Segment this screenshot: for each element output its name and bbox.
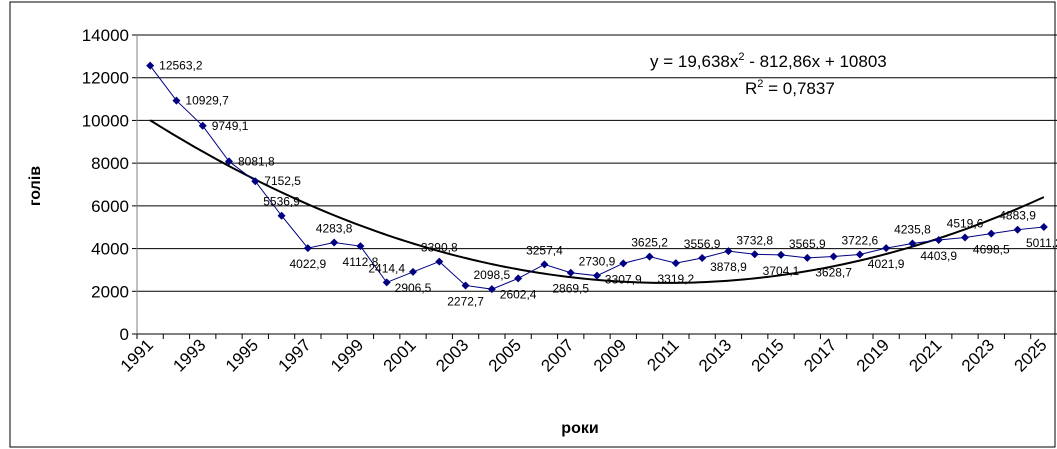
- data-point: [1013, 225, 1022, 234]
- data-point: [198, 121, 207, 130]
- data-point: [146, 61, 155, 70]
- x-axis-label: роки: [561, 420, 598, 437]
- trend-equation: y = 19,638x2 - 812,86x + 10803: [650, 51, 887, 71]
- data-label: 2414,4: [368, 261, 405, 275]
- data-label: 4403,9: [920, 249, 957, 263]
- data-point: [461, 281, 470, 290]
- y-tick-label: 4000: [91, 240, 129, 259]
- data-point: [172, 96, 181, 105]
- data-point: [382, 278, 391, 287]
- data-label: 4235,8: [894, 223, 931, 237]
- data-label: 3722,6: [842, 233, 879, 247]
- data-label: 3257,4: [526, 243, 563, 257]
- data-point: [487, 285, 496, 294]
- data-label: 2869,5: [552, 282, 589, 296]
- r-squared: R2 = 0,7837: [745, 78, 835, 98]
- data-point: [724, 247, 733, 256]
- data-point: [908, 239, 917, 248]
- eq-part: - 812,86x + 10803: [745, 52, 887, 71]
- data-label: 4021,9: [868, 257, 905, 271]
- data-label: 2906,5: [395, 281, 432, 295]
- data-point: [855, 250, 864, 259]
- data-point: [409, 267, 417, 276]
- trend-line: [149, 119, 1045, 284]
- data-point: [698, 254, 707, 263]
- data-point: [593, 271, 601, 280]
- data-label: 3704,1: [763, 264, 800, 278]
- data-point: [934, 235, 943, 244]
- data-point: [356, 242, 365, 251]
- data-label: 7152,5: [264, 174, 301, 188]
- data-point: [303, 244, 312, 253]
- data-point: [540, 260, 549, 269]
- data-label: 2602,4: [500, 287, 537, 301]
- data-point: [777, 250, 785, 259]
- data-point: [645, 252, 654, 261]
- data-label: 3307,9: [605, 272, 642, 286]
- y-tick-label: 0: [120, 325, 129, 344]
- y-tick-label: 2000: [91, 282, 129, 301]
- data-label: 3878,9: [710, 260, 747, 274]
- data-point: [803, 253, 812, 262]
- data-label: 3732,8: [736, 233, 773, 247]
- data-label: 3390,8: [421, 241, 458, 255]
- data-label: 3565,9: [789, 237, 826, 251]
- eq-sup: 2: [738, 51, 744, 63]
- data-point: [330, 238, 339, 247]
- data-point: [277, 211, 286, 220]
- data-point: [829, 252, 838, 261]
- y-tick-label: 12000: [82, 69, 129, 88]
- data-point: [619, 259, 628, 268]
- data-label: 3628,7: [815, 266, 852, 280]
- r2-sup: 2: [757, 78, 763, 90]
- data-label: 4112,8: [343, 255, 379, 269]
- data-point: [435, 257, 444, 266]
- y-axis-label: голів: [27, 166, 44, 206]
- data-point: [987, 229, 996, 238]
- y-tick-label: 14000: [82, 26, 129, 45]
- y-tick-label: 6000: [91, 197, 129, 216]
- data-label: 5011,2: [1026, 236, 1057, 250]
- data-label: 4022,9: [290, 257, 327, 271]
- data-label: 2730,9: [579, 255, 616, 269]
- data-label: 9749,1: [212, 119, 249, 133]
- data-label: 4883,9: [999, 209, 1036, 223]
- data-label: 8081,8: [238, 154, 275, 168]
- data-point: [1039, 222, 1048, 231]
- eq-part: y = 19,638x: [650, 52, 739, 71]
- data-label: 2098,5: [474, 268, 511, 282]
- r2-part: R: [745, 79, 757, 98]
- data-label: 5536,9: [263, 195, 300, 209]
- data-point: [882, 244, 891, 253]
- chart-border: [9, 1, 1056, 448]
- data-label: 4519,6: [947, 216, 984, 230]
- data-label: 2272,7: [447, 294, 484, 308]
- data-point: [251, 177, 260, 186]
- y-tick-label: 8000: [91, 154, 129, 173]
- y-tick-label: 10000: [82, 111, 129, 130]
- data-point: [566, 268, 575, 277]
- data-label: 3319,2: [658, 272, 695, 286]
- data-label: 4283,8: [316, 222, 353, 236]
- data-point: [961, 233, 969, 242]
- data-label: 12563,2: [159, 59, 203, 73]
- r2-part: = 0,7837: [763, 79, 834, 98]
- data-label: 3556,9: [684, 237, 721, 251]
- data-point: [225, 157, 233, 166]
- data-label: 3625,2: [631, 236, 668, 250]
- data-point: [514, 274, 523, 283]
- data-label: 4698,5: [973, 243, 1010, 257]
- data-point: [750, 250, 759, 259]
- data-label: 10929,7: [185, 94, 229, 108]
- data-point: [671, 259, 680, 268]
